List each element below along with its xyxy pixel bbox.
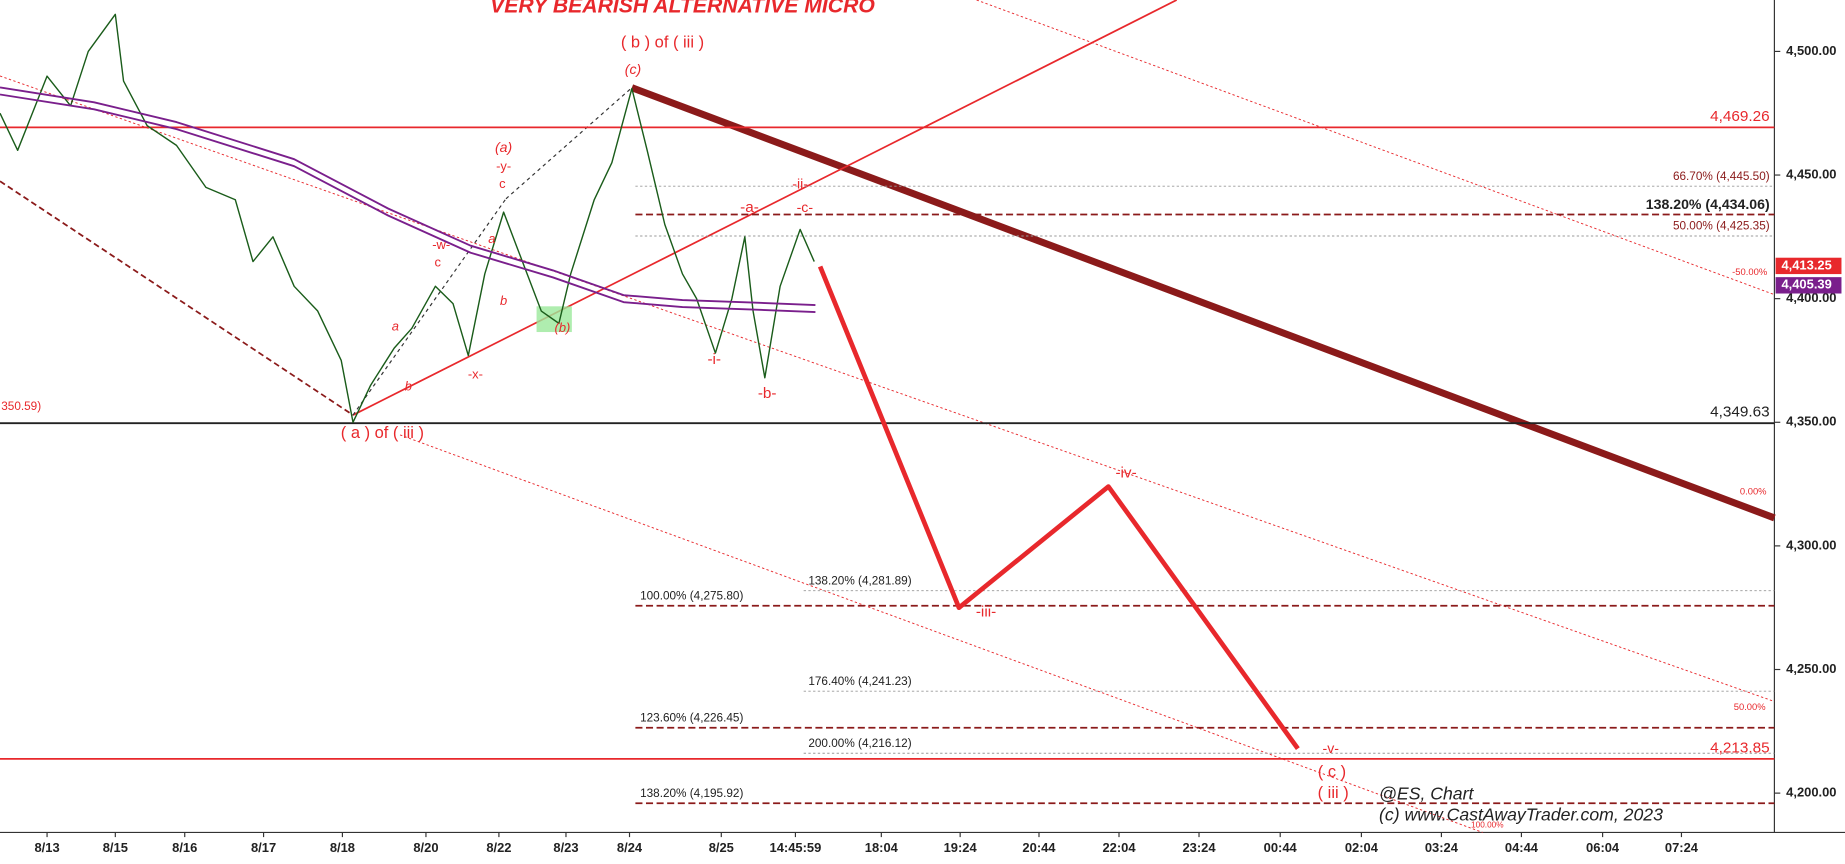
y-tick-label: 4,300.00 [1786,537,1836,552]
fib-label: 138.20% (4,281.89) [808,574,911,587]
wave-label: (c) [625,61,641,77]
x-tick-label: 8/23 [553,840,578,855]
moving-average [0,86,816,306]
price-tag-label: 4,405.39 [1781,277,1831,292]
x-tick-label: 19:24 [944,840,978,855]
channel-line [0,75,1775,702]
x-tick-label: 8/22 [486,840,511,855]
x-tick-label: 8/20 [413,840,438,855]
wave-label: 0.00% [1740,487,1767,497]
wave-label: -x- [468,367,483,382]
wave-label: 50.00% [1734,702,1766,712]
wave-label: -ii- [792,175,808,191]
x-tick-label: 8/17 [251,840,276,855]
wave-label: (b) [555,320,571,335]
watermark: @ES, Chart [1379,784,1474,804]
wave-label: -50.00% [1732,267,1767,277]
wave-label: -b- [758,385,777,402]
y-tick-label: 4,500.00 [1786,43,1836,58]
x-tick-label: 8/13 [34,840,59,855]
wave-label: c [499,176,506,191]
level-label: 4,469.26 [1710,108,1770,125]
x-tick-label: 06:04 [1586,840,1620,855]
level-label: 4,349.63 [1710,404,1770,421]
fib-label: 66.70% (4,445.50) [1673,170,1770,183]
y-tick-label: 4,250.00 [1786,661,1836,676]
x-tick-label: 14:45:59 [770,840,822,855]
wave-label: -c- [797,199,814,215]
x-tick-label: 00:44 [1264,840,1298,855]
x-tick-label: 8/16 [172,840,197,855]
x-tick-label: 07:24 [1665,840,1699,855]
wave-label: -iv- [1115,465,1136,482]
fib-label: 138.20% (4,195.92) [640,787,743,800]
wave-label: -a- [740,199,759,216]
wave-label: ( b ) of ( iii ) [621,34,704,52]
wave-label: 100.00% [1471,821,1503,830]
x-tick-label: 8/18 [330,840,355,855]
fib-label: 123.60% (4,226.45) [640,711,743,724]
trend-line [352,0,1178,416]
wave-line [352,198,507,416]
wave-label: -y- [496,159,511,174]
x-tick-label: 8/24 [617,840,643,855]
y-tick-label: 4,350.00 [1786,414,1836,429]
x-tick-label: 04:44 [1505,840,1539,855]
fib-label: 176.40% (4,241.23) [808,675,911,688]
wave-label: a [488,231,495,246]
wave-label: -i- [707,351,721,368]
wave-label: ( c ) [1318,763,1346,781]
x-tick-label: 22:04 [1102,840,1136,855]
price-tag [1775,257,1842,275]
trend-line [0,180,354,416]
x-tick-label: 8/25 [709,840,734,855]
wave-label: 350.59) [1,400,41,413]
wave-label: c [434,254,441,269]
fib-label: 138.20% (4,434.06) [1646,196,1770,212]
trend-line [630,84,1776,522]
wave-label: ( a ) of ( iii ) [341,424,424,442]
x-tick-label: 03:24 [1425,840,1459,855]
wave-label: -v- [1323,740,1340,756]
wave-label: b [500,293,507,308]
x-tick-label: 23:24 [1182,840,1216,855]
channel-line [399,434,1483,833]
y-tick-label: 4,400.00 [1786,290,1836,305]
chart-title: VERY BEARISH ALTERNATIVE MICRO [490,0,875,18]
wave-label: (a) [495,139,512,155]
level-label: 4,213.85 [1710,739,1770,756]
wave-label: -iii- [976,604,996,621]
wave-label: -w- [432,237,450,252]
fib-label: 50.00% (4,425.35) [1673,220,1770,233]
projection [817,265,1300,750]
x-tick-label: 18:04 [865,840,899,855]
highlight-box [536,306,572,333]
wave-label: b [405,378,412,393]
price-line [0,13,815,423]
wave-label: ( iii ) [1318,784,1349,802]
fib-label: 100.00% (4,275.80) [640,589,743,602]
price-tag [1775,277,1842,294]
fib-label: 200.00% (4,216.12) [808,737,911,750]
moving-average [0,93,816,313]
y-tick-label: 4,200.00 [1786,785,1836,800]
channel-line [976,0,1775,296]
x-tick-label: 8/15 [103,840,128,855]
x-tick-label: 20:44 [1022,840,1056,855]
watermark: (c) www.CastAwayTrader.com, 2023 [1379,805,1663,825]
wave-label: a [392,319,399,334]
price-tag-label: 4,413.25 [1781,257,1831,272]
x-tick-label: 02:04 [1345,840,1379,855]
y-tick-label: 4,450.00 [1786,166,1836,181]
